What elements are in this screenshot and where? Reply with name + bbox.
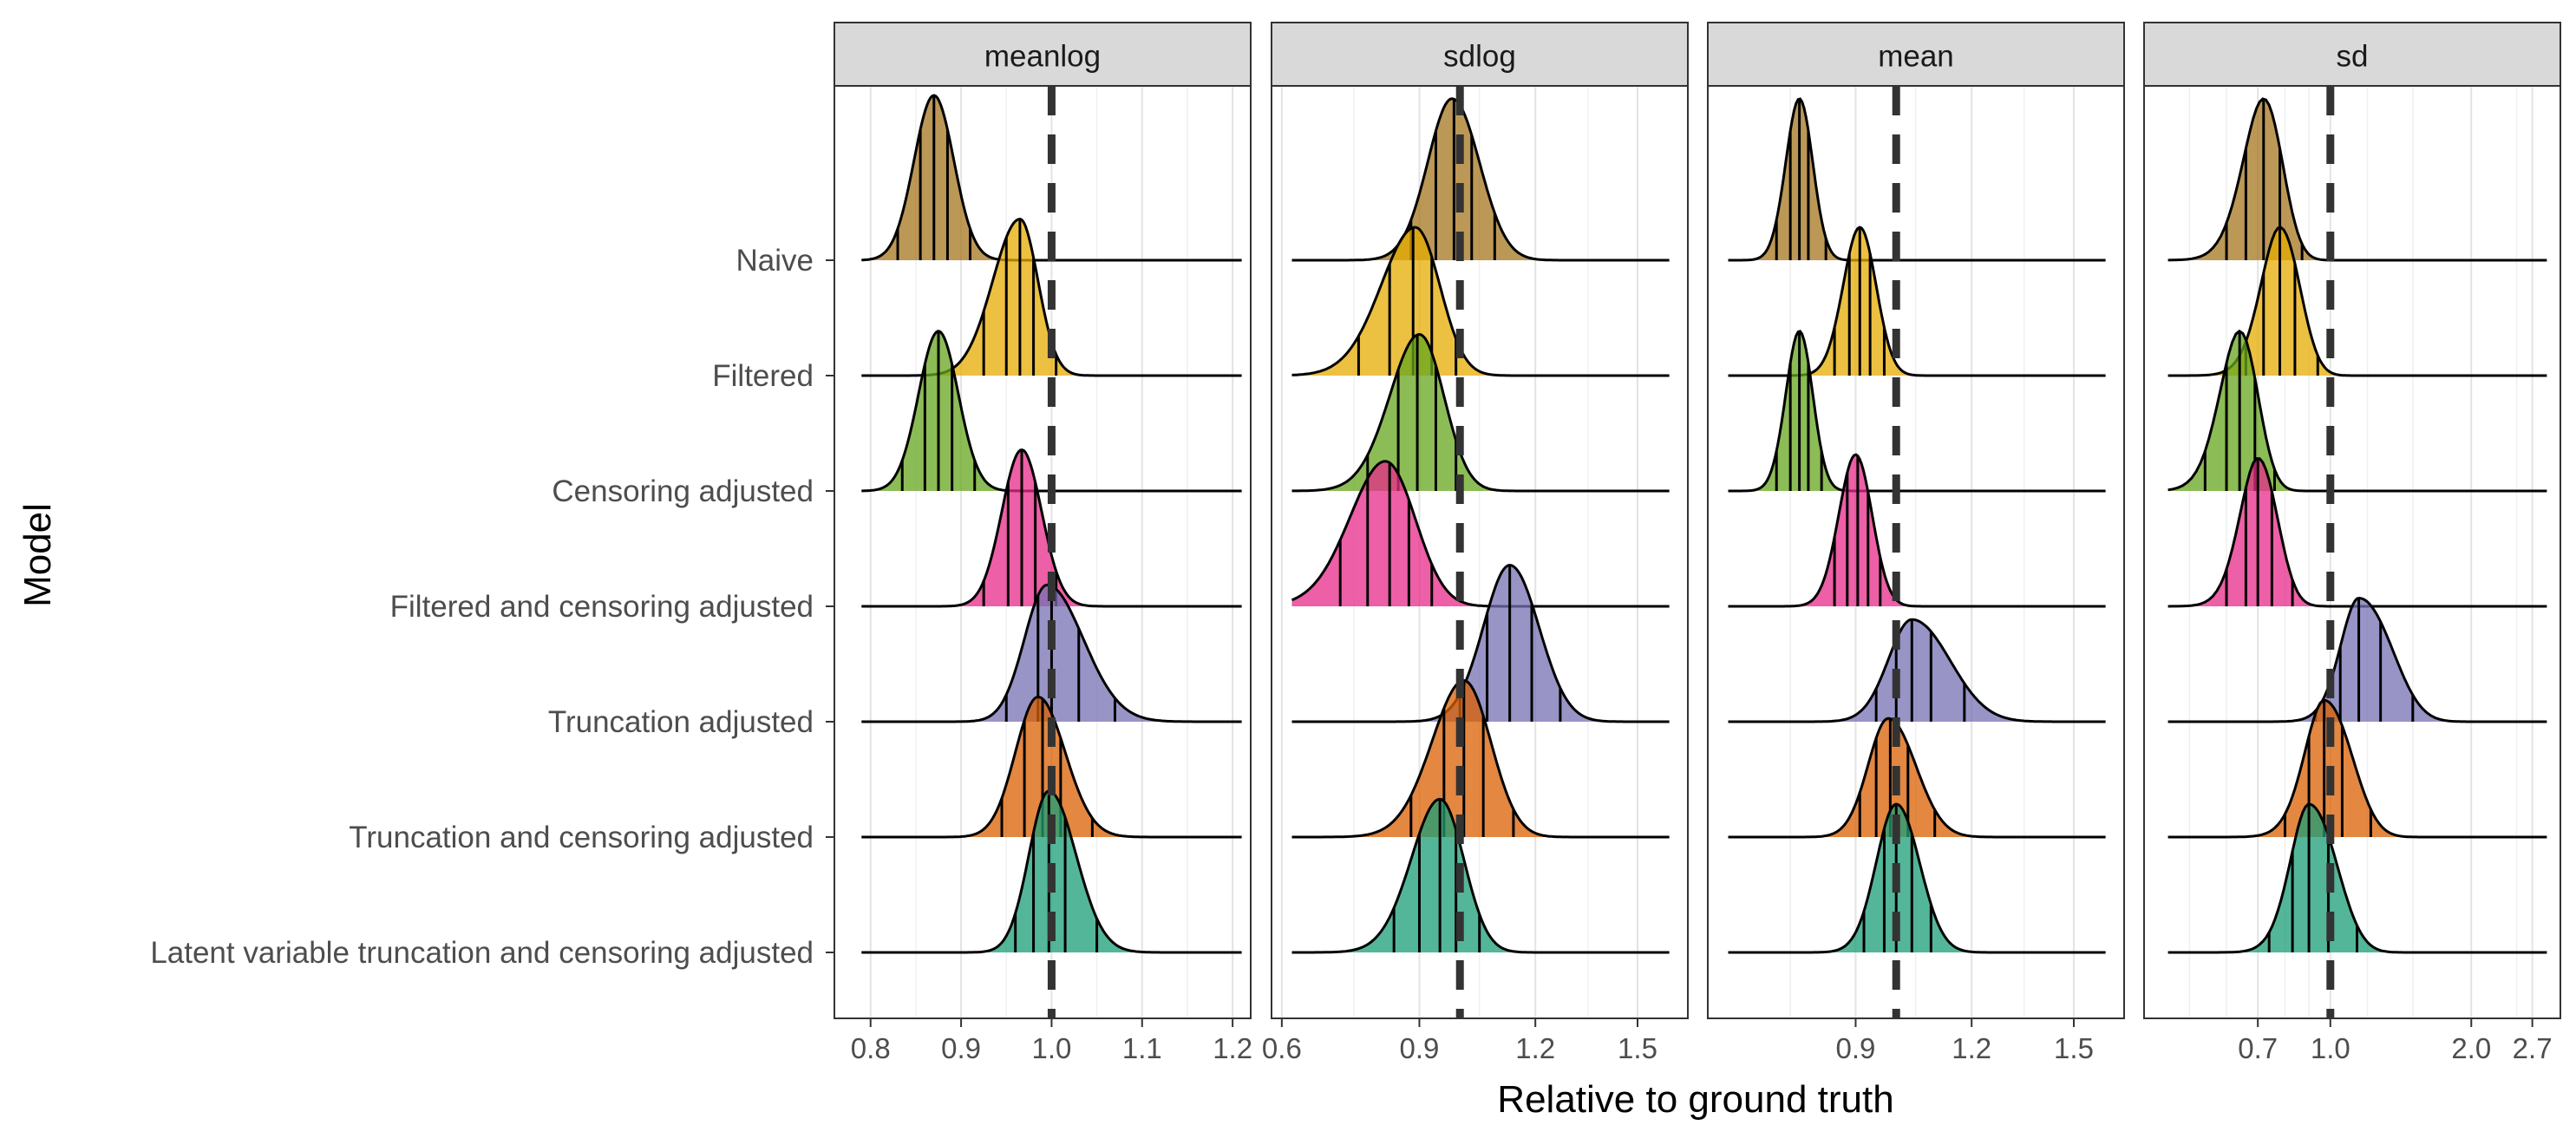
ridge-fill	[2167, 598, 2547, 722]
ridge-outline	[2167, 698, 2547, 839]
facet-panel-meanlog: meanlog 0.8 0.9 1.0 1.1 1.2	[834, 22, 1252, 1064]
facet-strip-label: sd	[2337, 40, 2369, 74]
ridge-sdlog-1	[1291, 97, 1670, 262]
y-axis-labels: Naive Filtered Censoring adjusted Filtered …	[150, 244, 834, 970]
x-tick-label: 0.9	[1836, 1032, 1876, 1064]
ridge-outline	[1728, 453, 2106, 608]
ridge-outline	[1728, 330, 2106, 493]
facet-panel-mean: mean 0.9 1.2 1.5	[1707, 22, 2125, 1064]
x-tick-label: 1.2	[1213, 1032, 1252, 1064]
ridge-outline	[2167, 226, 2547, 377]
ridge-fill	[1728, 804, 2106, 952]
ridge-outline	[1291, 332, 1670, 493]
x-tick-label: 2.7	[2513, 1032, 2553, 1064]
facet-strip	[834, 22, 1252, 87]
ridge-fill	[1291, 680, 1670, 837]
x-tick-label: 0.9	[941, 1032, 981, 1064]
ridge-fill	[861, 330, 1242, 491]
ridge-sd-4	[2167, 457, 2547, 608]
ridge-outline	[2167, 457, 2547, 608]
y-tick-label: Naive	[736, 244, 814, 278]
ridge-outline	[2167, 802, 2547, 954]
y-tick-label: Truncation adjusted	[548, 705, 814, 739]
ridge-outline	[1291, 97, 1670, 262]
y-tick-label: Filtered and censoring adjusted	[390, 590, 814, 624]
x-axis-title: Relative to ground truth	[1497, 1078, 1893, 1121]
ridge-outline	[2167, 329, 2547, 493]
ridge-fill	[2167, 330, 2547, 491]
x-tick-label: 1.2	[1515, 1032, 1555, 1064]
ridge-outline	[1728, 802, 2106, 954]
x-tick-label: 1.1	[1122, 1032, 1162, 1064]
facet-strip-label: mean	[1878, 40, 1954, 74]
ridge-fill	[1291, 334, 1670, 491]
facet-strip-label: meanlog	[984, 40, 1101, 74]
ridge-outline	[1728, 97, 2106, 262]
ridge-outline	[2167, 97, 2547, 262]
ridge-fill	[861, 95, 1242, 260]
ridge-fill	[1728, 330, 2106, 491]
ridge-outline	[1291, 679, 1670, 839]
ridge-fill	[2167, 700, 2547, 837]
x-tick-label: 0.8	[851, 1032, 891, 1064]
x-tick-label: 1.0	[2311, 1032, 2350, 1064]
ridge-sd-5	[2167, 596, 2547, 723]
ridge-sdlog-6	[1291, 679, 1670, 839]
facet-panel-sdlog: sdlog 0.6 0.9 1.2 1.5	[1262, 22, 1689, 1064]
x-tick-label: 1.2	[1952, 1032, 1991, 1064]
x-tick-label: 1.0	[1031, 1032, 1071, 1064]
y-tick-label: Filtered	[712, 359, 814, 393]
ridge-outline	[861, 695, 1242, 839]
ridge-mean-5	[1728, 618, 2106, 723]
x-tick-label: 0.9	[1400, 1032, 1440, 1064]
ridge-outline	[1728, 618, 2106, 723]
ridge-mean-4	[1728, 453, 2106, 608]
facet-strip-label: sdlog	[1443, 40, 1516, 74]
x-tick-label: 0.7	[2238, 1032, 2278, 1064]
ridge-sd-2	[2167, 226, 2547, 377]
x-tick-label: 1.5	[1618, 1032, 1657, 1064]
ridge-fill	[1291, 461, 1670, 606]
y-tick-label: Censoring adjusted	[552, 474, 814, 508]
ridge-sdlog-7	[1291, 797, 1670, 954]
x-tick-label: 0.6	[1262, 1032, 1302, 1064]
ridge-outline	[1291, 564, 1670, 723]
ridge-fill	[1728, 619, 2106, 722]
ridge-fill	[1291, 98, 1670, 260]
ridge-outline	[861, 448, 1242, 608]
facet-strip	[1271, 22, 1689, 87]
ridge-mean-3	[1728, 330, 2106, 493]
y-tick-label: Truncation and censoring adjusted	[349, 821, 814, 854]
ridge-outline	[1728, 716, 2106, 839]
ridge-mean-1	[1728, 97, 2106, 262]
ridge-outline	[2167, 596, 2547, 723]
ridge-fill	[1291, 565, 1670, 722]
ridge-fill	[2167, 458, 2547, 606]
ridge-fill	[1728, 99, 2106, 260]
panel-background	[2144, 86, 2560, 1018]
ridge-fill	[1728, 718, 2106, 837]
y-tick-label: Latent variable truncation and censoring…	[150, 936, 814, 970]
x-tick-label: 2.0	[2451, 1032, 2491, 1064]
facet-strip	[1707, 22, 2125, 87]
x-tick-label: 1.5	[2054, 1032, 2094, 1064]
facet-panel-sd: sd 0.7 1.0 2.0 2.7	[2143, 22, 2561, 1064]
y-axis-title: Model	[16, 503, 59, 607]
facet-strip	[2143, 22, 2561, 87]
ridge-outline	[1291, 797, 1670, 954]
ridge-fill	[1291, 227, 1670, 376]
ridge-sdlog-5	[1291, 564, 1670, 723]
ridge-outline	[1291, 226, 1670, 377]
